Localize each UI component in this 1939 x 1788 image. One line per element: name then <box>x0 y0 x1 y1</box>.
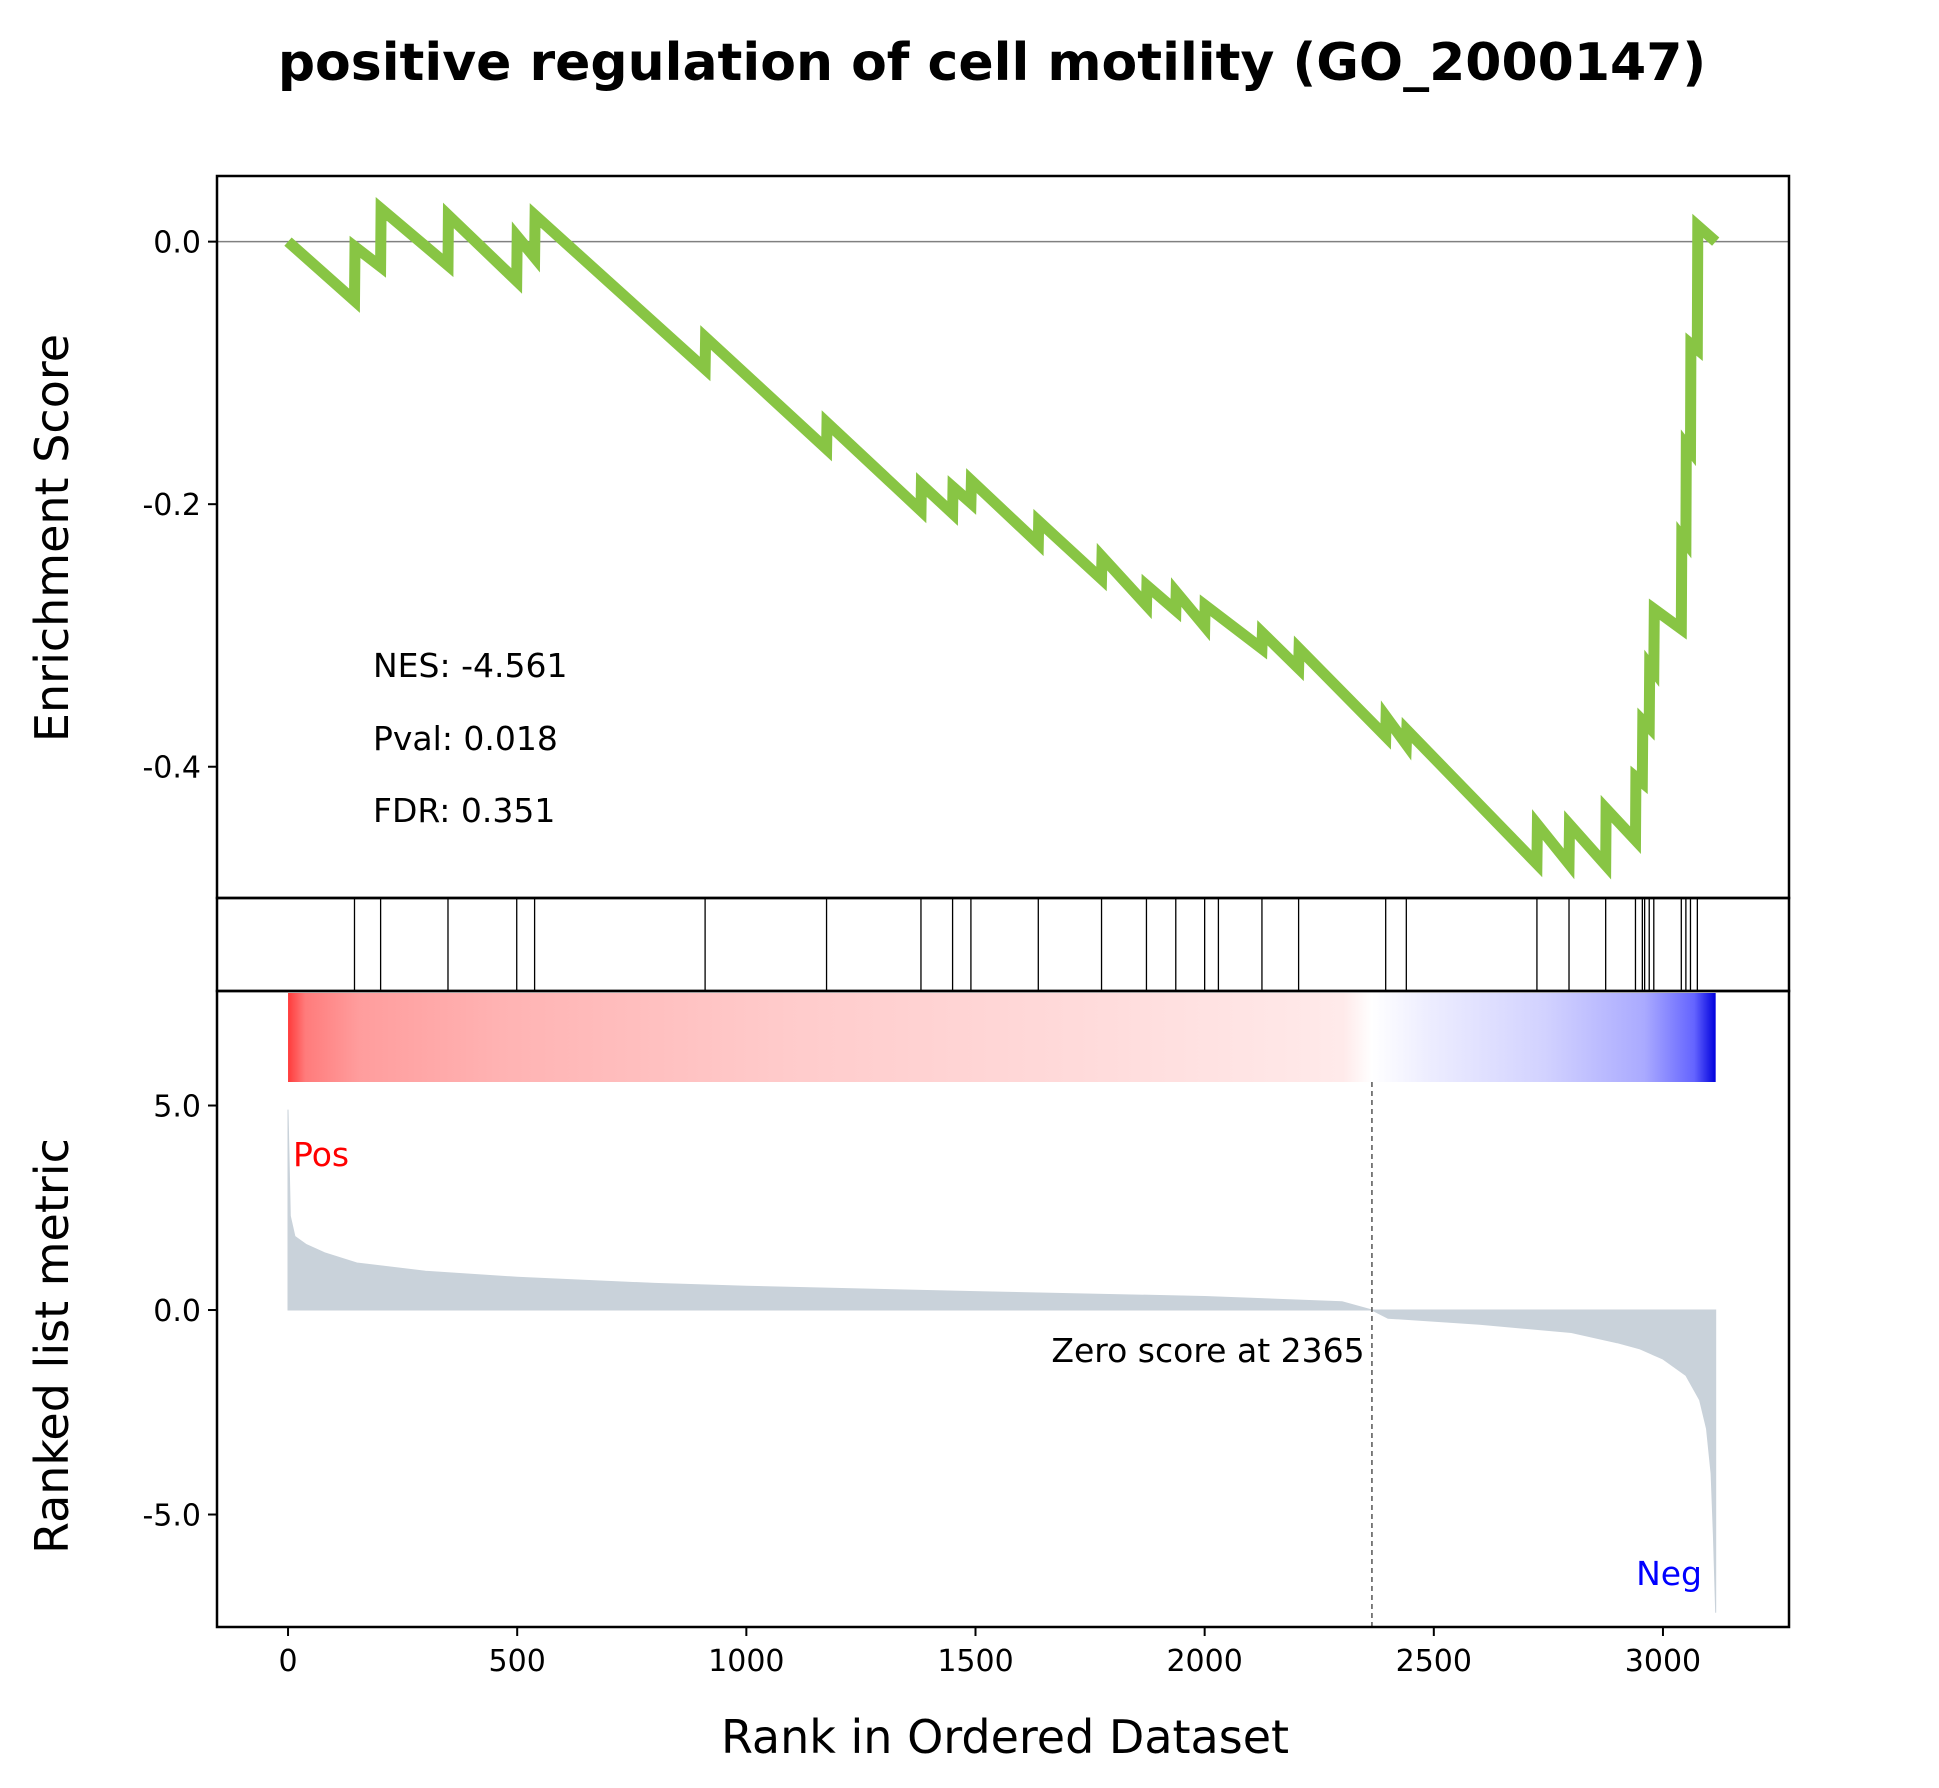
metric-panel-frame <box>215 989 1791 1629</box>
x-tick-label: 0 <box>278 1644 297 1679</box>
metric-ytick-label: -5.0 <box>142 1499 201 1534</box>
zero-score-label: Zero score at 2365 <box>1051 1331 1364 1370</box>
enrichment-panel-frame <box>215 174 1791 900</box>
ranked-metric-panel: 5.0 0.0 -5.0 0 500 1000 1500 2000 2500 3000 <box>142 989 1791 1679</box>
es-ytick-label: -0.2 <box>142 488 201 523</box>
x-axis-label: Rank in Ordered Dataset <box>721 1710 1289 1764</box>
es-ytick-label: 0.0 <box>153 226 201 261</box>
x-tick-label: 500 <box>489 1644 546 1679</box>
nes-annotation: NES: -4.561 <box>373 646 567 685</box>
metric-ytick-label: 5.0 <box>153 1090 201 1125</box>
x-tick-label: 1500 <box>937 1644 1013 1679</box>
pos-label: Pos <box>293 1135 349 1174</box>
gene-hits-panel <box>215 896 1791 993</box>
x-tick-label: 2500 <box>1396 1644 1472 1679</box>
chart-title: positive regulation of cell motility (GO… <box>278 33 1706 93</box>
x-tick-label: 1000 <box>708 1644 784 1679</box>
x-tick-label: 3000 <box>1625 1644 1701 1679</box>
hits-panel-frame <box>215 896 1791 993</box>
metric-ytick-label: 0.0 <box>153 1294 201 1329</box>
enrichment-score-line <box>284 197 1720 880</box>
pval-annotation: Pval: 0.018 <box>373 719 558 758</box>
x-tick-label: 2000 <box>1166 1644 1242 1679</box>
es-ytick-label: -0.4 <box>142 751 201 786</box>
neg-label: Neg <box>1636 1554 1702 1593</box>
ranked-metric-area <box>287 1109 1717 1613</box>
fdr-annotation: FDR: 0.351 <box>373 791 555 830</box>
enrichment-score-panel: 0.0 -0.2 -0.4 <box>142 174 1791 900</box>
enrichment-ylabel: Enrichment Score <box>25 334 79 742</box>
rank-colorbar <box>288 993 1716 1082</box>
metric-ylabel: Ranked list metric <box>25 1138 79 1554</box>
